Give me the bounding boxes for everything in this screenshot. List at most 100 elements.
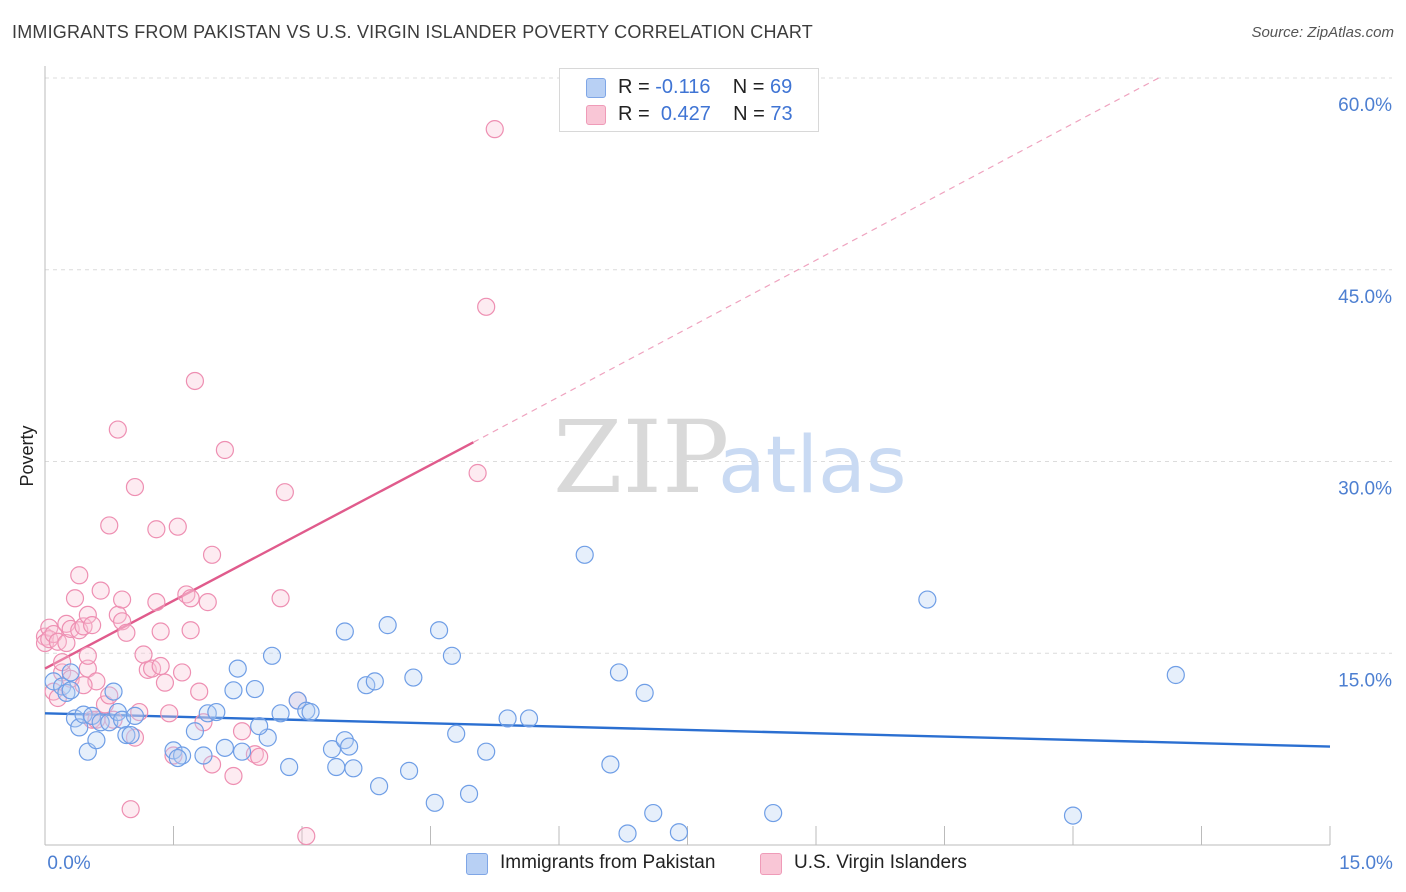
- trend-extension-1: [473, 77, 1159, 443]
- point-pakistan: [669, 823, 689, 842]
- source-label: Source: ZipAtlas.com: [1251, 24, 1394, 41]
- point-pakistan: [61, 681, 80, 700]
- point-pakistan: [404, 668, 423, 687]
- point-pakistan: [442, 646, 462, 665]
- point-pakistan: [215, 738, 234, 757]
- point-pakistan: [609, 663, 629, 682]
- trend-line-0: [44, 712, 1331, 748]
- point-virgin-islanders: [297, 826, 316, 846]
- point-pakistan: [447, 724, 466, 743]
- point-virgin-islanders: [198, 593, 217, 612]
- chart-title: IMMIGRANTS FROM PAKISTAN VS U.S. VIRGIN …: [12, 22, 813, 42]
- y-axis-label: Poverty: [17, 425, 37, 486]
- x-tick-label: 15.0%: [1339, 853, 1393, 874]
- point-virgin-islanders: [468, 463, 487, 483]
- legend-swatch-pakistan: [586, 78, 606, 98]
- point-virgin-islanders: [224, 766, 243, 786]
- point-pakistan: [44, 672, 63, 691]
- point-virgin-islanders: [100, 516, 119, 535]
- point-pakistan: [335, 622, 354, 641]
- point-virgin-islanders: [185, 371, 205, 391]
- point-pakistan: [357, 676, 376, 695]
- point-virgin-islanders: [78, 646, 97, 665]
- data-points: [35, 120, 1185, 846]
- point-virgin-islanders: [112, 590, 132, 609]
- point-virgin-islanders: [147, 520, 166, 539]
- point-virgin-islanders: [250, 747, 269, 766]
- point-pakistan: [459, 784, 479, 803]
- point-pakistan: [185, 722, 205, 741]
- trend-line-1: [44, 441, 474, 670]
- point-pakistan: [224, 681, 243, 700]
- watermark-zip: ZIP: [553, 399, 729, 516]
- point-pakistan: [104, 682, 123, 701]
- point-pakistan: [918, 590, 937, 609]
- trend-lines: [44, 77, 1331, 748]
- point-virgin-islanders: [155, 673, 175, 692]
- point-virgin-islanders: [275, 483, 294, 502]
- point-pakistan: [327, 757, 346, 777]
- y-tick-label: 15.0%: [1338, 670, 1392, 691]
- point-pakistan: [280, 757, 299, 777]
- legend-text-virgin-islanders: R = 0.427 N = 73: [618, 103, 793, 126]
- correlation-legend: R = -0.116 N = 69 R = 0.427 N = 73: [559, 68, 819, 132]
- tick-labels: 15.0% 30.0% 45.0% 60.0% 0.0% 15.0% Poverty: [17, 95, 1393, 874]
- point-pakistan: [601, 755, 620, 774]
- point-pakistan: [575, 545, 594, 564]
- y-tick-label: 60.0%: [1338, 95, 1392, 116]
- point-pakistan: [245, 679, 264, 699]
- point-virgin-islanders: [477, 297, 496, 316]
- point-pakistan: [644, 803, 663, 823]
- point-virgin-islanders: [190, 682, 209, 701]
- watermark-atlas: atlas: [718, 421, 907, 511]
- legend-r-value-pakistan: -0.116: [655, 76, 711, 98]
- point-pakistan: [378, 616, 397, 635]
- legend-n-label: N =: [732, 76, 765, 98]
- point-virgin-islanders: [57, 633, 76, 653]
- point-virgin-islanders: [65, 589, 85, 608]
- legend-n-label: N =: [733, 103, 765, 125]
- point-pakistan: [498, 709, 517, 728]
- point-virgin-islanders: [215, 440, 234, 460]
- point-pakistan: [365, 672, 384, 691]
- point-virgin-islanders: [134, 645, 153, 664]
- point-pakistan: [207, 702, 226, 722]
- bottom-legend-label-pakistan: Immigrants from Pakistan: [500, 852, 716, 873]
- point-virgin-islanders: [78, 605, 97, 625]
- axes: [44, 66, 1331, 846]
- grid-lines: [45, 77, 1392, 654]
- y-tick-label: 30.0%: [1338, 479, 1392, 500]
- point-pakistan: [271, 704, 290, 723]
- legend-swatch-virgin-islanders: [586, 105, 606, 125]
- point-virgin-islanders: [168, 517, 187, 536]
- point-virgin-islanders: [91, 581, 110, 600]
- point-virgin-islanders: [125, 477, 145, 497]
- point-virgin-islanders: [160, 704, 179, 723]
- legend-n-value-virgin-islanders: 73: [770, 103, 793, 125]
- point-virgin-islanders: [108, 420, 127, 439]
- point-pakistan: [477, 742, 496, 761]
- point-pakistan: [618, 824, 637, 843]
- legend-r-label: R =: [618, 103, 650, 125]
- point-pakistan: [262, 646, 282, 665]
- bottom-legend-label-virgin-islanders: U.S. Virgin Islanders: [794, 852, 967, 873]
- point-virgin-islanders: [70, 566, 89, 585]
- point-pakistan: [1063, 806, 1083, 825]
- point-pakistan: [344, 759, 363, 778]
- legend-r-value-virgin-islanders: 0.427: [660, 103, 711, 125]
- point-pakistan: [399, 761, 419, 780]
- point-virgin-islanders: [83, 616, 102, 635]
- point-pakistan: [194, 746, 213, 765]
- point-pakistan: [125, 706, 145, 725]
- point-pakistan: [250, 717, 269, 736]
- point-virgin-islanders: [202, 545, 222, 564]
- point-virgin-islanders: [121, 800, 140, 819]
- point-pakistan: [121, 725, 140, 745]
- point-virgin-islanders: [78, 659, 97, 678]
- point-pakistan: [635, 683, 654, 702]
- point-pakistan: [764, 803, 783, 823]
- point-pakistan: [370, 777, 389, 796]
- point-virgin-islanders: [151, 622, 170, 641]
- point-virgin-islanders: [112, 612, 132, 631]
